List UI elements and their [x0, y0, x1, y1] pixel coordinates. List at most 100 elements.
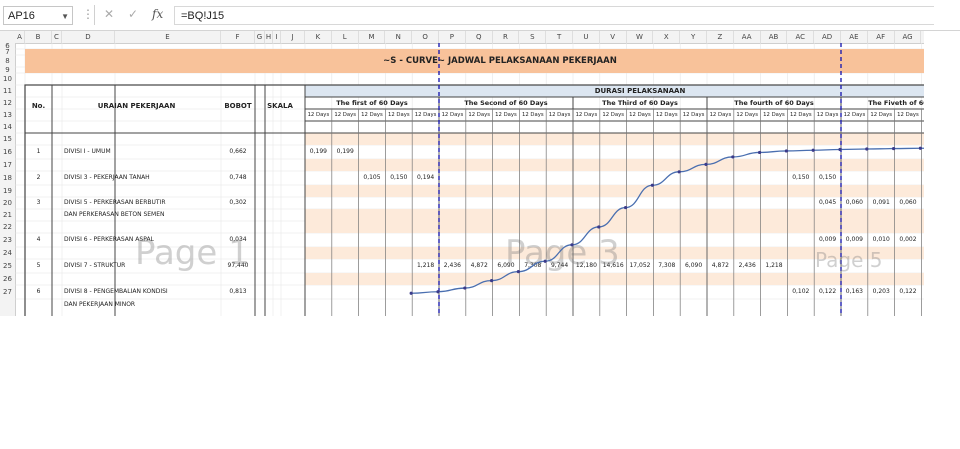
check-icon[interactable]: ✓	[128, 7, 139, 21]
column-header-aa[interactable]: AA	[734, 31, 761, 43]
column-header-y[interactable]: Y	[680, 31, 707, 43]
column-header-b[interactable]: B	[25, 31, 52, 43]
item-value: 0,002	[899, 236, 917, 243]
sub-header-12-days: 12 Days	[789, 112, 812, 118]
item-value: 17,052	[629, 262, 651, 269]
fx-icon[interactable]: fx	[152, 7, 164, 21]
sub-header-12-days: 12 Days	[414, 112, 437, 118]
name-box-value: AP16	[8, 10, 35, 22]
row-header-8[interactable]: 8	[5, 57, 10, 65]
sub-header-12-days: 12 Days	[334, 112, 357, 118]
column-header-p[interactable]: P	[439, 31, 466, 43]
column-header-j[interactable]: J	[281, 31, 305, 43]
worksheet[interactable]: A B C D E F G H I J K L M N O P Q R S T U V W X Y Z AA AB AC AD AE AF AG…	[0, 31, 924, 316]
row-header-11[interactable]: 11	[3, 87, 12, 95]
column-header-r[interactable]: R	[493, 31, 520, 43]
chevron-down-icon[interactable]: ▼	[61, 12, 69, 21]
column-header-t[interactable]: T	[546, 31, 573, 43]
formula-input[interactable]: =BQ!J15	[174, 6, 934, 25]
row-header-16[interactable]: 16	[3, 148, 12, 156]
header-no: No.	[31, 102, 46, 110]
item-no: 3	[36, 199, 41, 206]
sub-header-12-days: 12 Days	[816, 112, 839, 118]
item-value: 0,122	[899, 288, 917, 295]
period-header: The Second of 60 Days	[464, 99, 548, 107]
column-header-o[interactable]: O	[412, 31, 439, 43]
item-value: 6,090	[684, 262, 703, 269]
row-header-25[interactable]: 25	[3, 262, 12, 270]
title-band	[25, 49, 924, 73]
sub-header-12-days: 12 Days	[921, 109, 925, 121]
item-value: 0,163	[845, 288, 863, 295]
column-header-af[interactable]: AF	[868, 31, 895, 43]
row-header-21[interactable]: 21	[3, 211, 12, 219]
sub-header-12-days: 12 Days	[575, 112, 598, 118]
sub-header-12-days: 12 Days	[495, 112, 517, 118]
item-value: 0,060	[845, 199, 863, 206]
row-header-7[interactable]: 7	[5, 48, 10, 56]
column-header-f[interactable]: F	[221, 31, 255, 43]
column-header-w[interactable]: W	[627, 31, 654, 43]
sub-header-12-days: 12 Days	[307, 112, 330, 118]
item-value: 2,436	[443, 262, 461, 269]
row-header-9[interactable]: 9	[5, 66, 10, 74]
row-header-22[interactable]: 22	[3, 223, 12, 231]
row-header-23[interactable]: 23	[3, 236, 12, 244]
sub-header-12-days: 12 Days	[602, 112, 625, 118]
column-header-q[interactable]: Q	[466, 31, 493, 43]
row-header-20[interactable]: 20	[3, 199, 12, 207]
period-header: The Third of 60 Days	[602, 99, 678, 107]
column-header-x[interactable]: X	[653, 31, 681, 43]
item-bobot: 0,748	[229, 174, 247, 181]
row-header-27[interactable]: 27	[3, 288, 12, 296]
column-header-ab[interactable]: AB	[761, 31, 788, 43]
name-box[interactable]: AP16 ▼	[3, 6, 73, 25]
column-header-s[interactable]: S	[519, 31, 547, 43]
column-header-g[interactable]: G	[255, 31, 265, 43]
column-header-a[interactable]: A	[15, 31, 25, 43]
item-value: 0,010	[872, 236, 890, 243]
column-header-k[interactable]: K	[305, 31, 332, 43]
column-header-ah[interactable]: AH	[921, 31, 924, 43]
header-uraian: URAIAN PEKERJAAN	[97, 102, 176, 110]
cell-grid[interactable]: ~S - CURVE~ JADWAL PELAKSANAAN PEKERJAAN…	[15, 43, 924, 316]
column-header-v[interactable]: V	[600, 31, 627, 43]
column-header-ag[interactable]: AG	[895, 31, 922, 43]
column-header-e[interactable]: E	[115, 31, 221, 43]
column-header-h[interactable]: H	[265, 31, 273, 43]
row-header-15[interactable]: 15	[3, 135, 12, 143]
column-header-d[interactable]: D	[62, 31, 115, 43]
item-name-line2: DAN PERKERASAN BETON SEMEN	[64, 211, 165, 218]
item-name: DIVISI I - UMUM	[64, 148, 111, 155]
column-header-c[interactable]: C	[52, 31, 62, 43]
column-header-z[interactable]: Z	[707, 31, 734, 43]
column-header-ac[interactable]: AC	[787, 31, 815, 43]
x-icon[interactable]: ✕	[104, 7, 115, 21]
item-value: 0,060	[899, 199, 917, 206]
item-name: DIVISI 7 - STRUKTUR	[64, 262, 126, 269]
item-value: 0,091	[872, 199, 890, 206]
row-header-6[interactable]: 6	[5, 42, 10, 50]
row-header-26[interactable]: 26	[3, 275, 12, 283]
row-header-17[interactable]: 17	[3, 161, 12, 169]
row-header-12[interactable]: 12	[3, 99, 12, 107]
row-header-24[interactable]: 24	[3, 249, 12, 257]
row-header-14[interactable]: 14	[3, 123, 12, 131]
item-value: 0,150	[818, 174, 837, 181]
stripe-row	[305, 133, 924, 145]
row-header-19[interactable]: 19	[3, 187, 12, 195]
row-header-18[interactable]: 18	[3, 174, 12, 182]
column-header-l[interactable]: L	[332, 31, 359, 43]
item-no: 2	[36, 174, 41, 181]
column-header-m[interactable]: M	[359, 31, 386, 43]
column-header-n[interactable]: N	[385, 31, 413, 43]
column-header-i[interactable]: I	[273, 31, 281, 43]
row-header-10[interactable]: 10	[3, 75, 12, 83]
page-watermark: Page 1	[135, 233, 250, 273]
row-header-13[interactable]: 13	[3, 111, 12, 119]
item-value: 0,045	[921, 197, 924, 209]
column-header-u[interactable]: U	[573, 31, 600, 43]
item-no: 6	[36, 288, 41, 295]
column-header-ad[interactable]: AD	[814, 31, 841, 43]
column-header-ae[interactable]: AE	[841, 31, 868, 43]
